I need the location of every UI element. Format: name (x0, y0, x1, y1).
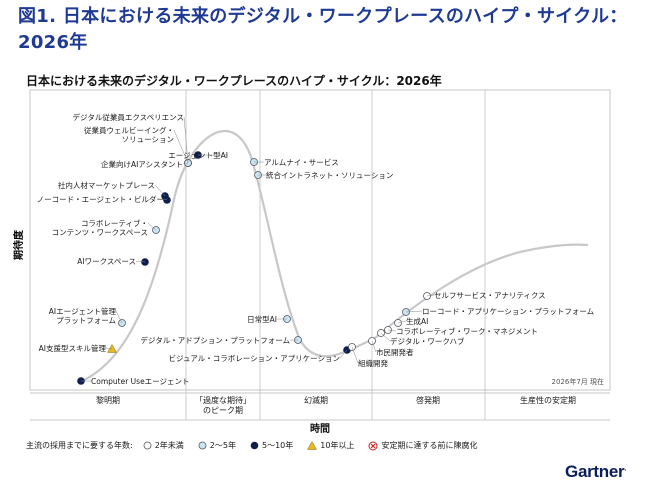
leader-line (105, 347, 113, 350)
innovation-label: アルムナイ・サービス (264, 158, 339, 167)
as-of-date: 2026年7月 現在 (552, 377, 605, 386)
legend-title: 主流の採用までに要する年数: (26, 441, 133, 450)
leader-line (426, 294, 435, 297)
legend-item-lt2: 2年未満 (143, 440, 184, 451)
phase-label: 「過度な期待」 (195, 395, 251, 405)
leader-lines (81, 116, 435, 382)
leader-line (183, 116, 189, 164)
innovation-label: 統合イントラネット・ソリューション (266, 170, 393, 180)
innovation-label: デジタル・ワークハブ (390, 336, 465, 346)
leader-line (115, 310, 123, 324)
x-axis-label: 時間 (310, 422, 330, 435)
leader-line (387, 329, 397, 332)
innovation-label: プラットフォーム (56, 316, 116, 325)
innovation-label: ビジュアル・コラボレーション・アプリケーション (169, 354, 340, 363)
innovation-label: 日常型AI (247, 315, 277, 324)
leader-line (163, 198, 168, 201)
innovation-label: 社内人材マーケットプレース (58, 180, 155, 190)
innovation-label: 従業員ウェルビーイング・ (84, 125, 174, 135)
innovation-label: デジタル・アドプション・プラットフォーム (140, 335, 290, 345)
innovation-label: コラボレーティブ・ (81, 218, 148, 228)
innovation-label: エージェント型AI (168, 151, 228, 160)
leader-line (135, 260, 146, 263)
leader-line (154, 184, 166, 197)
innovation-label: 企業向けAIアシスタント (101, 159, 183, 169)
leader-line (380, 332, 391, 342)
innovation-label: コラボレーティブ・ワーク・マネジメント (396, 326, 538, 336)
phase-dividers (30, 90, 610, 421)
plot-frame (29, 89, 611, 391)
innovation-label: ノーコード・エージェント・ビルダー (37, 194, 164, 204)
innovation-label: 市民開発者 (376, 347, 414, 357)
innovation-label: AIワークスペース (77, 257, 136, 266)
leader-line (351, 346, 359, 364)
leader-line (405, 310, 423, 313)
innovation-markers: デジタル従業員エクスペリエンス従業員ウェルビーイング・ソリューションエージェント… (37, 112, 594, 386)
innovation-label: AI支援型スキル管理 (39, 343, 107, 353)
legend-item-2to5: 2〜5年 (198, 440, 236, 451)
innovation-label: Computer Useエージェント (91, 377, 190, 386)
legend-item-10plus: 10年以上 (307, 440, 354, 451)
innovation-label: 組織開発 (358, 358, 388, 368)
chart-title: 日本における未来のデジタル・ワークプレースのハイプ・サイクル：2026年 (26, 74, 442, 88)
phase-label: 啓発期 (416, 395, 440, 405)
leader-line (339, 349, 348, 359)
phase-label: 黎明期 (96, 395, 120, 405)
innovation-label: セルフサービス・アナリティクス (434, 291, 546, 300)
leader-line (173, 129, 189, 164)
figure-title: 図1. 日本における未来のデジタル・ワークプレースのハイプ・サイクル：2026年 (18, 6, 628, 53)
legend-item-5to10: 5〜10年 (250, 440, 293, 451)
innovation-label: ソリューション (122, 135, 174, 144)
phase-label: のピーク期 (203, 406, 243, 415)
leader-line (182, 162, 189, 165)
leader-line (397, 320, 407, 324)
innovation-label: デジタル従業員エクスペリエンス (73, 112, 184, 122)
hype-curve (79, 129, 589, 384)
phase-label: 幻滅期 (304, 395, 328, 405)
gartner-logo: Gartner. (565, 462, 626, 481)
leader-line (147, 222, 157, 231)
phase-label: 生産性の安定期 (520, 395, 576, 405)
innovation-label: AIエージェント管理 (49, 306, 117, 316)
legend-item-obsolete: 安定期に達する前に陳腐化 (368, 440, 477, 451)
y-axis-label: 期待度 (12, 229, 25, 260)
innovation-label: コンテンツ・ワークスペース (52, 228, 148, 237)
innovation-label: 生成AI (406, 316, 428, 326)
legend: 主流の採用までに要する年数: 2年未満 2〜5年 5〜10年 10年以上 安定期… (26, 440, 487, 451)
leader-line (371, 340, 377, 353)
innovation-label: ローコード・アプリケーション・プラットフォーム (422, 307, 594, 316)
